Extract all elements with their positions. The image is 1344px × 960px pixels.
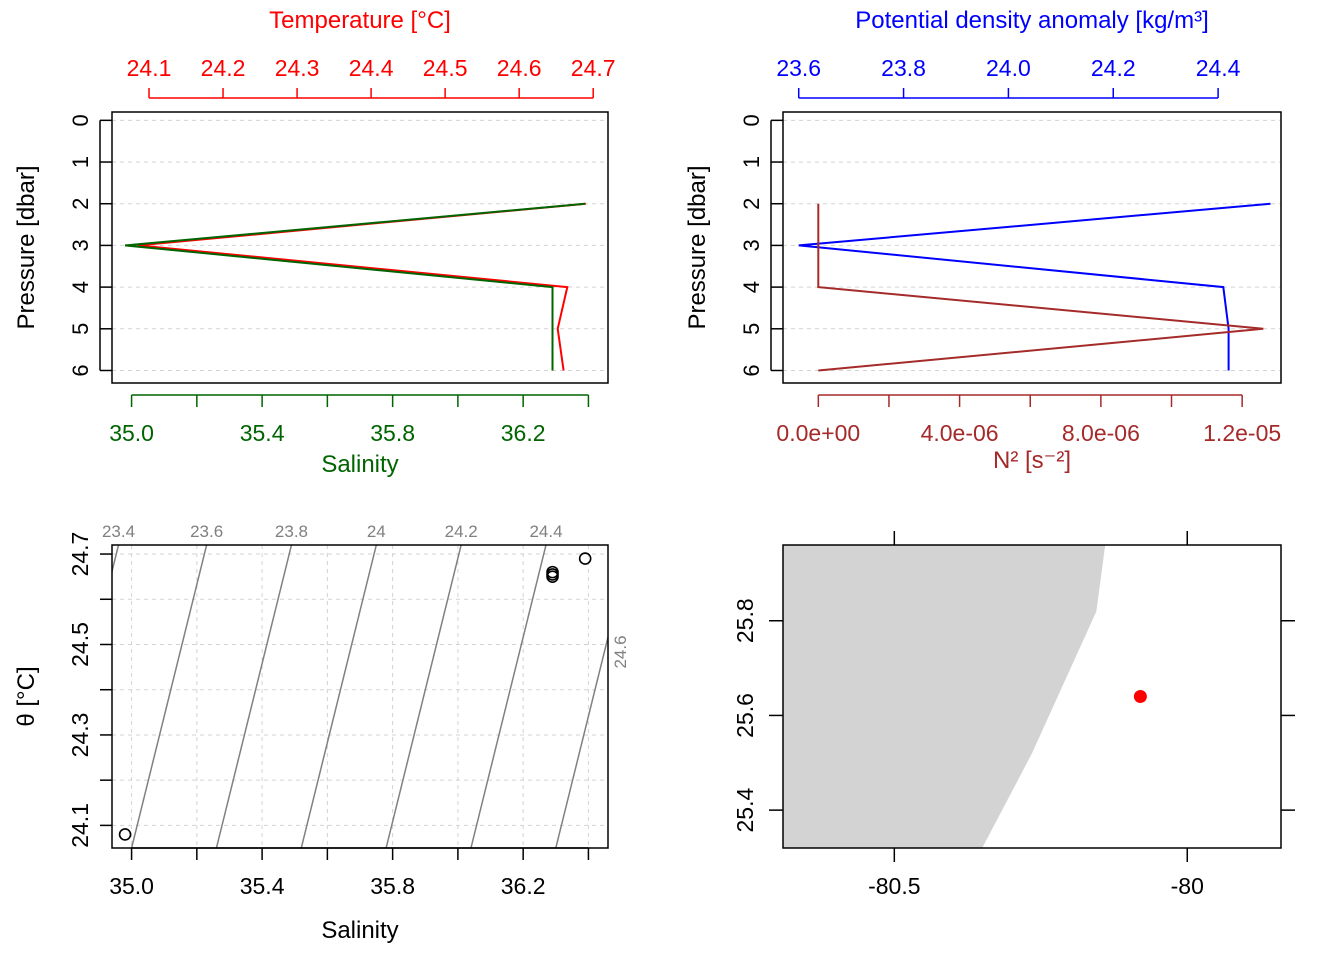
density-profile-pressure-tick-label: 6 [739, 364, 764, 376]
density-profile-pressure-axis-label: Pressure [dbar] [684, 165, 711, 329]
density-profile-top-tick-label: 24.0 [986, 55, 1031, 81]
ts-profile-top-tick-label: 24.5 [423, 55, 468, 81]
isopycnal-line [555, 634, 608, 848]
ts-data-point [578, 552, 592, 565]
ts-profile-pressure-tick-label: 0 [68, 114, 93, 126]
density-profile-pressure-tick-label: 4 [739, 281, 764, 293]
ts-data-point [546, 568, 559, 581]
density-profile-top-axis-title: Potential density anomaly [kg/m³] [855, 7, 1209, 34]
land-polygon [783, 545, 1106, 848]
isopycnal-label: 23.6 [190, 522, 223, 541]
density-profile-top-tick-label: 23.8 [881, 55, 926, 81]
ts-diagram-x-tick-label: 35.4 [240, 873, 285, 899]
ts-diagram-y-axis-label: θ [°C] [13, 666, 40, 726]
density-profile-pressure-tick-label: 3 [739, 239, 764, 251]
ts-profile-bottom-tick-label: 36.2 [501, 420, 546, 446]
ts-profile-pressure-axis-label: Pressure [dbar] [13, 165, 40, 329]
ts-profile-bottom-tick-label: 35.4 [240, 420, 285, 446]
ts-profile-top-tick-label: 24.6 [497, 55, 542, 81]
ts-profile-top-tick-label: 24.1 [127, 55, 172, 81]
temperature-salinity-profile-panel: 0 1 2 3 4 5 6 Pressure [dbar] 24.1 24.2 24.3 24.4 24… [13, 7, 616, 478]
ts-diagram-plot-frame [111, 544, 609, 849]
density-profile-bottom-tick-label: 1.2e-05 [1203, 420, 1281, 446]
ts-profile-bottom-tick-label: 35.8 [370, 420, 415, 446]
ts-diagram-x-tick-label: 36.2 [501, 873, 546, 899]
density-profile-bottom-tick-label: 0.0e+00 [776, 420, 860, 446]
isopycnal-line [112, 545, 120, 575]
map-lon-tick-label: -80.5 [868, 873, 920, 899]
ts-diagram-x-axis-label: Salinity [321, 917, 398, 944]
ts-diagram-isopycnals [112, 545, 608, 848]
isopycnal-label: 24.4 [529, 522, 562, 541]
density-profile-bottom-axis-title: N² [s⁻²] [993, 447, 1071, 474]
isopycnal-line [215, 545, 293, 848]
ts-profile-series-bottom-line [125, 202, 586, 371]
density-profile-series-top-line [798, 202, 1271, 371]
map-plot-frame [782, 544, 1282, 849]
density-n2-profile-panel: 0 1 2 3 4 5 6 Pressure [dbar] 23.6 23.8 24.0 24.2 24… [684, 7, 1282, 474]
station-marker [1133, 690, 1147, 703]
ts-diagram-x-tick-label: 35.0 [109, 873, 154, 899]
ts-profile-pressure-tick-label: 2 [68, 198, 93, 210]
ts-diagram-y-tick-label: 24.7 [67, 532, 93, 577]
density-profile-bottom-tick-label: 4.0e-06 [921, 420, 999, 446]
density-profile-pressure-tick-label: 0 [739, 114, 764, 126]
station-map-panel: -80.5 -80 25.4 25.6 25.8 [732, 531, 1295, 899]
isopycnal-line [300, 545, 378, 848]
isopycnal-line [470, 545, 547, 848]
ts-profile-bottom-axis-title: Salinity [321, 451, 398, 478]
density-profile-top-tick-label: 24.2 [1091, 55, 1136, 81]
density-profile-top-tick-label: 24.4 [1196, 55, 1241, 81]
ts-profile-pressure-tick-label: 3 [68, 239, 93, 251]
density-profile-pressure-tick-label: 5 [739, 323, 764, 335]
isopycnal-label: 24.6 [611, 635, 630, 668]
isopycnal-label: 24.2 [445, 522, 478, 541]
density-profile-bottom-tick-label: 8.0e-06 [1062, 420, 1140, 446]
density-profile-plot-frame [782, 111, 1282, 384]
ts-profile-plot-frame [111, 111, 609, 384]
ts-diagram-x-tick-label: 35.8 [370, 873, 415, 899]
density-profile-pressure-tick-label: 1 [739, 156, 764, 168]
ts-profile-top-tick-label: 24.3 [275, 55, 320, 81]
density-profile-top-tick-label: 23.6 [776, 55, 821, 81]
map-lat-tick-label: 25.8 [732, 598, 758, 643]
ts-profile-pressure-tick-label: 6 [68, 364, 93, 376]
ts-profile-pressure-tick-label: 1 [68, 156, 93, 168]
ts-profile-pressure-tick-label: 4 [68, 281, 93, 293]
density-profile-pressure-tick-label: 2 [739, 198, 764, 210]
isopycnal-line [385, 545, 462, 848]
ts-profile-bottom-tick-label: 35.0 [109, 420, 154, 446]
isopycnal-line [130, 545, 208, 848]
map-lon-tick-label: -80 [1171, 873, 1204, 899]
isopycnal-label: 23.8 [275, 522, 308, 541]
ts-diagram-y-tick-label: 24.5 [67, 622, 93, 667]
theta-salinity-diagram-panel: 23.4 23.6 23.8 24 24.2 24.4 24.6 35.0 35.4 35.8 36… [13, 522, 630, 944]
ts-profile-top-tick-label: 24.2 [201, 55, 246, 81]
ts-diagram-y-tick-label: 24.1 [67, 803, 93, 848]
isopycnal-label: 23.4 [102, 522, 135, 541]
ts-diagram-y-tick-label: 24.3 [67, 713, 93, 758]
ts-data-point [118, 828, 132, 841]
ts-profile-top-tick-label: 24.7 [571, 55, 616, 81]
map-lat-tick-label: 25.4 [732, 788, 758, 833]
map-lat-tick-label: 25.6 [732, 693, 758, 738]
ts-profile-pressure-tick-label: 5 [68, 323, 93, 335]
isopycnal-label: 24 [367, 522, 386, 541]
density-profile-series-bottom-line [817, 203, 1264, 372]
ts-profile-top-tick-label: 24.4 [349, 55, 394, 81]
ts-profile-top-axis-title: Temperature [°C] [269, 7, 451, 34]
